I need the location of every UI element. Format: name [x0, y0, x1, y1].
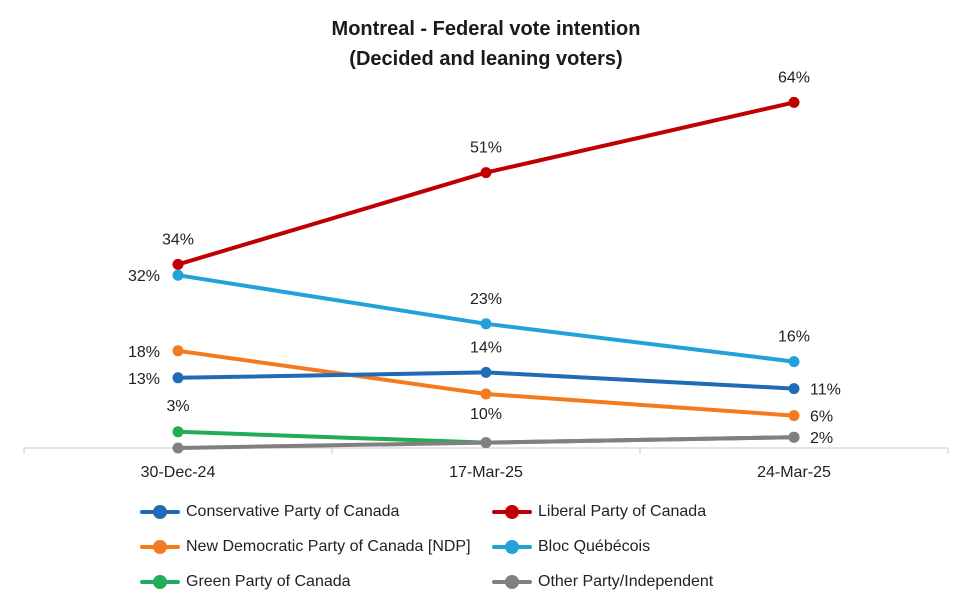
data-point — [480, 437, 492, 449]
data-point — [172, 345, 184, 357]
legend-label: New Democratic Party of Canada [NDP] — [186, 538, 471, 555]
x-tick-label: 30-Dec-24 — [141, 464, 216, 481]
x-tick-label: 24-Mar-25 — [757, 464, 831, 481]
data-point — [480, 366, 492, 378]
data-label: 64% — [778, 69, 810, 86]
data-label: 14% — [470, 339, 502, 356]
data-point — [788, 356, 800, 368]
legend-swatch — [492, 505, 532, 519]
data-label: 32% — [128, 268, 160, 285]
data-label: 3% — [166, 398, 189, 415]
chart-title-main: Montreal - Federal vote intention — [331, 18, 641, 40]
data-point — [788, 431, 800, 443]
data-point — [788, 96, 800, 108]
legend-label: Bloc Québécois — [538, 538, 651, 555]
legend-label: Green Party of Canada — [186, 573, 351, 590]
legend-swatch — [140, 575, 180, 589]
data-label: 51% — [470, 140, 502, 157]
data-label: 16% — [778, 329, 810, 346]
data-point — [788, 383, 800, 395]
series-line — [176, 100, 796, 267]
data-label: 6% — [810, 409, 833, 426]
data-point — [172, 258, 184, 270]
legend-swatch — [140, 505, 180, 519]
legend-item-liberal: Liberal Party of Canada — [492, 500, 706, 524]
legend-item-conservative: Conservative Party of Canada — [140, 500, 399, 524]
legend-swatch — [492, 540, 532, 554]
data-label: 10% — [470, 406, 502, 423]
data-label: 23% — [470, 291, 502, 308]
chart-title: Montreal - Federal vote intention (Decid… — [0, 14, 972, 74]
data-point — [172, 372, 184, 384]
legend-item-other: Other Party/Independent — [492, 570, 713, 594]
legend-label: Other Party/Independent — [538, 573, 714, 590]
legend-item-bloc: Bloc Québécois — [492, 535, 650, 559]
legend-item-green: Green Party of Canada — [140, 570, 351, 594]
data-point — [480, 318, 492, 330]
legend-swatch — [140, 540, 180, 554]
data-point — [788, 410, 800, 422]
data-point — [480, 388, 492, 400]
data-label: 18% — [128, 344, 160, 361]
legend-swatch — [492, 575, 532, 589]
data-label: 11% — [810, 382, 841, 399]
legend-label: Conservative Party of Canada — [186, 503, 400, 520]
data-point — [480, 167, 492, 179]
chart-subtitle: (Decided and leaning voters) — [349, 48, 623, 70]
data-label: 2% — [810, 430, 833, 447]
x-tick-label: 17-Mar-25 — [449, 464, 523, 481]
legend-item-ndp: New Democratic Party of Canada [NDP] — [140, 535, 471, 559]
data-point — [172, 442, 184, 454]
chart-legend: Conservative Party of Canada Liberal Par… — [0, 496, 972, 606]
legend-label: Liberal Party of Canada — [538, 503, 707, 520]
data-point — [172, 269, 184, 281]
data-label: 34% — [162, 231, 194, 248]
data-label: 13% — [128, 371, 160, 388]
data-point — [172, 426, 184, 438]
